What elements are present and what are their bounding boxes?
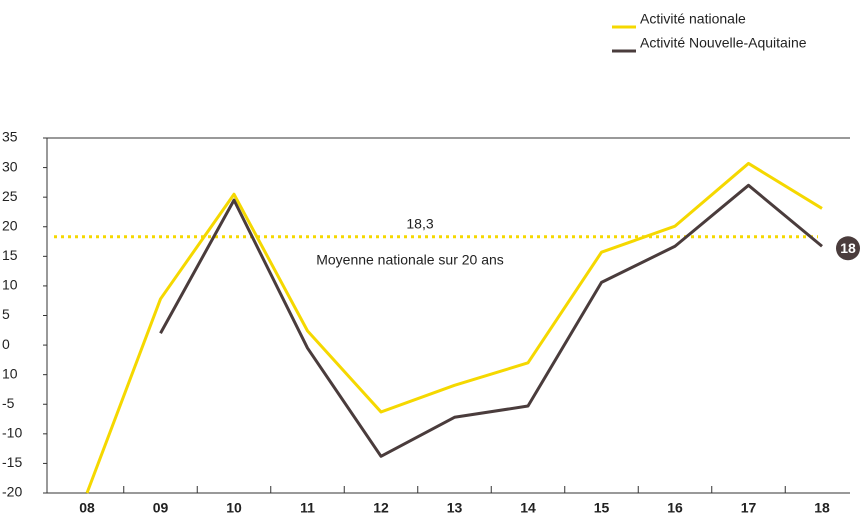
- y-tick-label: 30: [2, 158, 18, 174]
- x-tick-label: 18: [814, 500, 830, 516]
- x-tick-label: 12: [373, 500, 389, 516]
- y-tick-label: 10: [2, 365, 18, 381]
- x-tick-label: 17: [741, 500, 757, 516]
- y-tick-label: 15: [2, 247, 18, 263]
- series-line: [85, 161, 823, 494]
- x-tick-label: 16: [667, 500, 683, 516]
- end-badge-label: 18: [840, 240, 856, 256]
- reference-value: 18,3: [406, 216, 433, 232]
- y-tick-label: 5: [2, 306, 10, 322]
- y-tick-label: -20: [2, 484, 22, 500]
- legend-label: Activité Nouvelle-Aquitaine: [640, 35, 807, 51]
- y-tick-label: 25: [2, 188, 18, 204]
- end-badge: [836, 236, 860, 261]
- x-tick-label: 15: [594, 500, 610, 516]
- y-tick-label: 35: [2, 129, 18, 145]
- x-tick-label: 08: [79, 500, 95, 516]
- y-tick-label: 20: [2, 217, 18, 233]
- reference-text: Moyenne nationale sur 20 ans: [316, 252, 504, 268]
- x-tick-label: 14: [520, 500, 536, 516]
- x-tick-label: 13: [447, 500, 463, 516]
- x-tick-label: 11: [300, 500, 315, 516]
- y-tick-label: -10: [2, 425, 22, 441]
- x-tick-label: 09: [153, 500, 169, 516]
- series-line: [159, 183, 823, 458]
- y-tick-label: -5: [2, 395, 15, 411]
- y-tick-label: -15: [2, 454, 22, 470]
- legend-label: Activité nationale: [640, 11, 746, 27]
- y-tick-label: 10: [2, 277, 18, 293]
- y-tick-label: 0: [2, 336, 10, 352]
- x-tick-label: 10: [226, 500, 242, 516]
